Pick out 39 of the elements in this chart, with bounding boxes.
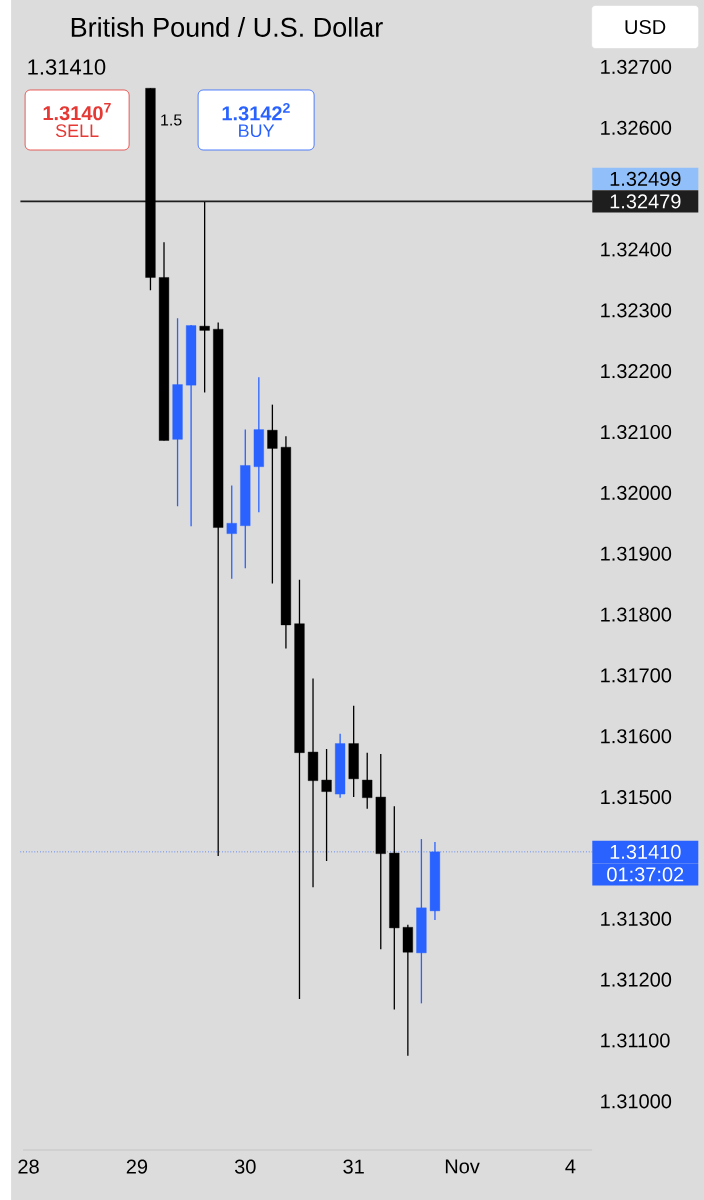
text: British Pound / U.S. Dollar <box>71 17 383 37</box>
x-tick-label: 28 <box>18 1159 39 1174</box>
text: 1.32499 <box>610 171 681 186</box>
x-tick-label: 31 <box>343 1159 364 1174</box>
annotation: 1.31410 <box>28 59 106 75</box>
annotation: 1.3140$^{7}$ <box>43 102 111 121</box>
text: USD <box>625 19 666 35</box>
candlestick <box>267 403 278 585</box>
x-tick-label: 4 <box>565 1159 576 1174</box>
candlestick <box>226 484 237 580</box>
x-tick-label: 30 <box>234 1159 256 1174</box>
x-tick-label: 29 <box>126 1159 148 1174</box>
y-tick-label: 1.32300 <box>601 303 672 318</box>
annotation: BUY <box>239 124 275 138</box>
y-tick-label: 1.31900 <box>601 546 672 561</box>
y-tick-label: 1.32000 <box>601 485 672 500</box>
candlestick <box>321 748 332 862</box>
ref-line-label: 1.32479 <box>610 194 681 209</box>
candlestick <box>199 201 210 394</box>
y-tick-label: 1.31000 <box>601 1094 672 1109</box>
text: 01:37:02 <box>607 867 684 882</box>
annotation: SELL <box>55 124 99 138</box>
annotation: 1.3142$^{2}$ <box>222 102 290 121</box>
annotation: 1.5 <box>161 114 182 126</box>
y-tick-label: 1.31600 <box>601 729 672 744</box>
y-tick-label: 1.31200 <box>601 972 672 987</box>
y-tick-label: 1.32700 <box>601 59 672 75</box>
y-tick-label: 1.31700 <box>601 668 672 683</box>
y-tick-label: 1.32100 <box>601 424 672 440</box>
x-tick-label: Nov <box>445 1159 480 1174</box>
y-tick-label: 1.32600 <box>601 120 672 135</box>
candlestick <box>362 752 373 810</box>
y-tick-label: 1.31100 <box>601 1033 670 1048</box>
ref-line-label: 1.31410 <box>610 844 681 859</box>
y-tick-label: 1.31800 <box>601 607 672 622</box>
y-tick-label: 1.31300 <box>601 911 672 926</box>
y-tick-label: 1.31500 <box>601 790 672 805</box>
y-tick-label: 1.32200 <box>601 364 672 379</box>
y-tick-label: 1.32400 <box>601 242 672 257</box>
